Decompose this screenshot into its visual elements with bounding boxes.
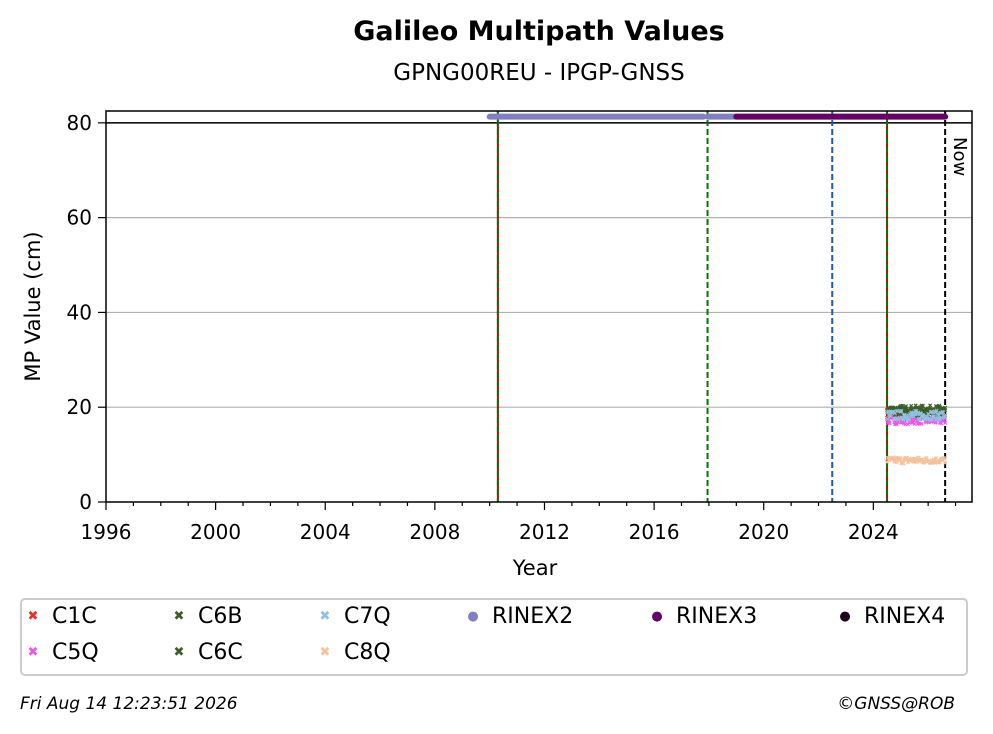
legend-marker-icon: ✖ — [319, 645, 331, 660]
point-c5q — [907, 420, 912, 425]
point-c8q — [920, 457, 925, 462]
legend-marker-icon: ✖ — [319, 609, 331, 624]
point-c7q — [917, 417, 922, 422]
legend-item-c1c: ✖ C1C — [22, 604, 97, 629]
credit: ©GNSS@ROB — [837, 694, 955, 714]
chart-title: Galileo Multipath Values — [353, 16, 725, 47]
x-tick-label-2008: 2008 — [409, 520, 460, 544]
point-c8q — [937, 460, 942, 465]
point-c6c — [903, 409, 908, 414]
legend-label: RINEX2 — [492, 604, 574, 629]
legend-item-rinex3: ● RINEX3 — [646, 604, 757, 629]
series-c7q — [885, 408, 948, 423]
x-tick-label-2024: 2024 — [848, 520, 899, 544]
x-tick-label-2016: 2016 — [629, 520, 680, 544]
point-c8q — [898, 456, 903, 461]
point-c8q — [901, 461, 906, 466]
timestamp: Fri Aug 14 12:23:51 2026 — [20, 694, 238, 714]
point-c7q — [943, 415, 948, 420]
chart-subtitle: GPNG00REU - IPGP-GNSS — [393, 60, 685, 86]
point-c7q — [888, 413, 893, 419]
legend-label: C1C — [52, 604, 97, 629]
point-c7q — [907, 417, 912, 422]
legend-marker-icon: ✖ — [173, 645, 185, 660]
legend-label: RINEX4 — [864, 604, 946, 629]
plot-frame — [105, 110, 973, 503]
point-c8q — [913, 456, 918, 461]
legend-marker-icon: ✖ — [27, 609, 39, 624]
point-c7q — [901, 417, 906, 422]
legend-item-c6c: ✖ C6C — [168, 640, 243, 665]
x-axis-label: Year — [512, 556, 558, 580]
legend-marker-icon: ✖ — [173, 609, 185, 624]
point-c8q — [943, 460, 948, 465]
point-c8q — [942, 457, 947, 462]
y-tick-label-40: 40 — [67, 300, 92, 324]
x-tick-label-2012: 2012 — [519, 520, 570, 544]
series-c8q — [885, 455, 948, 466]
point-c7q — [899, 408, 904, 413]
legend-item-rinex4: ● RINEX4 — [834, 604, 945, 629]
point-c6c — [890, 405, 895, 410]
y-tick-label-0: 0 — [79, 490, 92, 514]
legend-label: C8Q — [344, 640, 391, 665]
point-c5q — [912, 421, 917, 426]
legend: ✖ C1C ✖ C6B ✖ C7Q ● RINEX2 ● RINEX3 ● RINEX4 ✖ C5Q ✖ C6… — [20, 598, 968, 676]
point-c7q — [941, 410, 946, 415]
legend-item-c5q: ✖ C5Q — [22, 640, 99, 665]
legend-marker-icon: ● — [839, 609, 851, 624]
legend-marker-icon: ✖ — [27, 645, 39, 660]
point-c7q — [932, 414, 937, 419]
legend-item-c6b: ✖ C6B — [168, 604, 243, 629]
legend-item-rinex2: ● RINEX2 — [462, 604, 573, 629]
point-c7q — [921, 413, 926, 418]
y-tick-label-80: 80 — [67, 111, 92, 135]
legend-label: C6C — [198, 640, 243, 665]
point-c5q — [919, 421, 924, 427]
x-tick-label-2020: 2020 — [738, 520, 789, 544]
legend-marker-icon: ● — [467, 609, 479, 624]
x-tick-label-1996: 1996 — [81, 520, 132, 544]
multipath-chart: Now 1996 2000 2004 2008 2012 2016 2020 2024 0 20 40… — [21, 110, 973, 580]
point-c5q — [943, 420, 948, 425]
point-c7q — [885, 416, 890, 422]
legend-marker-icon: ● — [651, 609, 663, 624]
point-c7q — [934, 408, 939, 413]
x-tick-label-2000: 2000 — [190, 520, 241, 544]
point-c7q — [930, 417, 935, 422]
y-tick-label-20: 20 — [67, 395, 92, 419]
point-c6b — [903, 404, 908, 409]
legend-item-c7q: ✖ C7Q — [314, 604, 391, 629]
point-c5q — [939, 421, 944, 426]
point-c8q — [933, 456, 939, 461]
now-label: Now — [949, 137, 970, 176]
point-c5q — [887, 421, 892, 426]
y-tick-label-60: 60 — [67, 206, 92, 230]
legend-label: C7Q — [344, 604, 391, 629]
y-axis-label: MP Value (cm) — [21, 231, 45, 381]
point-c8q — [885, 459, 890, 464]
legend-label: C5Q — [52, 640, 99, 665]
legend-item-c8q: ✖ C8Q — [314, 640, 391, 665]
x-tick-label-2004: 2004 — [300, 520, 351, 544]
legend-label: RINEX3 — [676, 604, 758, 629]
legend-label: C6B — [198, 604, 243, 629]
point-c7q — [936, 413, 941, 418]
